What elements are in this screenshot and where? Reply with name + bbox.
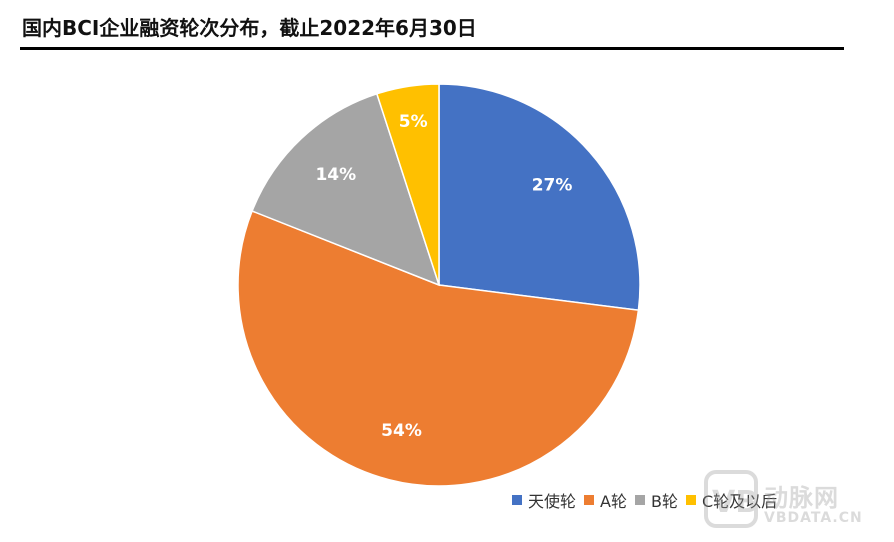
pie-data-label-1: 54% [381,421,422,441]
legend-swatch [685,495,696,505]
pie-data-labels: 27% 54% 14% 5% [315,112,572,441]
legend-label: C轮及以后 [701,492,778,511]
pie-slices [237,83,641,487]
legend-label: A轮 [600,492,627,511]
pie-data-label-3: 5% [399,112,428,132]
vbdata-watermark: VB 动脉网 VBDATA.CN [704,468,886,534]
legend-item-tianshi: 天使轮 [512,488,576,512]
svg-text:VB: VB [712,485,758,520]
pie-data-label-2: 14% [315,165,356,185]
legend-label: B轮 [650,492,678,511]
legend-swatch [584,495,595,505]
pie-data-label-0: 27% [532,175,573,195]
watermark-url: VBDATA.CN [764,510,863,526]
pie-slice-1 [237,210,640,487]
legend-item-c-round-plus: C轮及以后 [685,488,778,512]
watermark-logo-text: 动脉网 [764,484,839,512]
legend-item-a-round: A轮 [584,488,627,512]
legend-label: 天使轮 [528,492,577,511]
watermark-logo-icon: VB [704,470,758,528]
pie-slice-0 [438,83,641,312]
title-underline [20,47,844,50]
chart-title: 国内BCI企业融资轮次分布，截止2022年6月30日 [22,16,477,40]
legend-swatch [634,495,645,505]
legend-swatch [512,495,522,505]
pie-slice-3 [375,83,440,286]
legend-item-b-round: B轮 [634,488,678,512]
chart-legend: 天使轮 A轮 B轮 C轮及以后 [512,488,777,512]
